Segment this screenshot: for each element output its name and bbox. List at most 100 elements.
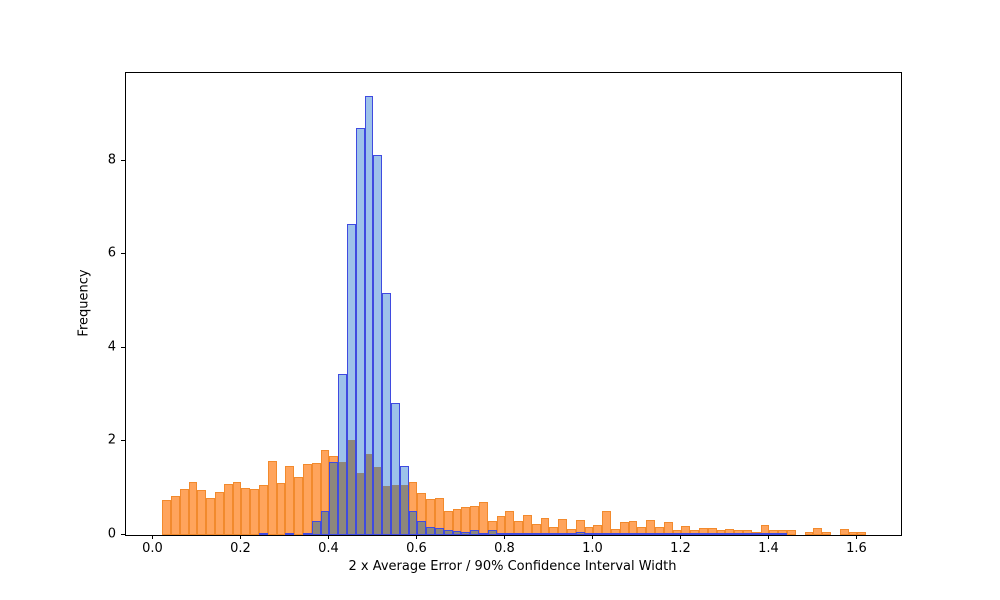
y-tick-label: 0 (107, 526, 116, 542)
histogram-bar-blue-outline (663, 533, 673, 535)
histogram-bar-blue-outline (655, 533, 664, 535)
histogram-bar-overlap (382, 486, 392, 535)
histogram-bar-blue-outline (461, 531, 471, 535)
histogram-bar-blue-outline (347, 224, 356, 535)
histogram-bar-blue-outline (417, 521, 427, 535)
histogram-bar-overlap (487, 530, 497, 535)
histogram-bar-blue-outline (602, 533, 612, 535)
histogram-bar-orange (162, 500, 172, 535)
y-tick-label: 4 (107, 339, 116, 355)
histogram-bar-orange (839, 529, 849, 535)
histogram-bar-blue-outline (452, 530, 462, 535)
histogram-bar-orange (303, 463, 312, 535)
histogram-bar-blue-outline (338, 373, 348, 535)
histogram-bar-blue-outline (505, 533, 515, 535)
histogram-bar-orange (232, 482, 242, 535)
histogram-bar-blue (355, 128, 365, 474)
histogram-bar-blue (338, 373, 348, 462)
histogram-bar-overlap (575, 531, 585, 535)
histogram-bar-overlap (443, 529, 453, 535)
x-axis-label: 2 x Average Error / 90% Confidence Inter… (348, 559, 677, 574)
histogram-bar-blue-outline (725, 533, 735, 535)
histogram-bar-overlap (355, 473, 365, 535)
histogram-bar-blue-outline (716, 533, 726, 535)
histogram-bar-orange (523, 514, 532, 535)
x-tick (768, 535, 770, 539)
x-tick-label: 1.6 (846, 541, 867, 556)
histogram-bar-overlap (391, 484, 400, 535)
histogram-bar-blue-outline (619, 533, 629, 535)
histogram-bar-blue-outline (699, 533, 708, 535)
histogram-bar-blue (399, 466, 409, 485)
histogram-bar-blue-outline (443, 529, 453, 535)
histogram-bar-orange (602, 510, 612, 535)
histogram-bar-blue-outline (743, 533, 752, 535)
x-tick-label: 0.8 (494, 541, 515, 556)
x-tick (592, 535, 594, 539)
y-axis-label: Frequency (76, 269, 92, 337)
histogram-bar-blue-outline (285, 533, 295, 535)
y-tick (121, 253, 125, 255)
histogram-bar-blue-outline (355, 128, 365, 535)
histogram-bar-blue-outline (575, 531, 585, 535)
x-tick-label: 1.0 (582, 541, 603, 556)
histogram-bar-blue-outline (707, 533, 717, 535)
histogram-bar-orange (259, 484, 268, 535)
histogram-bar-orange (813, 527, 823, 535)
histogram-bar-blue-outline (672, 533, 682, 535)
histogram-bar-blue-outline (734, 533, 744, 535)
histogram-bar-overlap (373, 467, 383, 535)
histogram-bar-overlap (320, 510, 330, 535)
histogram-bar-orange (171, 495, 180, 535)
histogram-bar-orange (848, 531, 858, 535)
histogram-bar-blue-outline (470, 530, 480, 535)
histogram-bar-blue-outline (303, 533, 312, 535)
histogram-bar-orange (285, 466, 295, 535)
histogram-bar-overlap (347, 440, 356, 535)
histogram-bar-blue-outline (391, 402, 400, 535)
histogram-bar-orange (276, 483, 286, 535)
histogram-bar-overlap (461, 531, 471, 535)
x-tick-label: 0.0 (142, 541, 163, 556)
x-tick (416, 535, 418, 539)
histogram-bar-blue-outline (523, 533, 532, 535)
histogram-bar-blue-outline (531, 533, 541, 535)
histogram-bar-blue-outline (399, 466, 409, 535)
plot-area (125, 72, 902, 536)
histogram-bar-blue-outline (364, 96, 374, 535)
histogram-bar-blue-outline (382, 293, 392, 535)
histogram-bar-blue-outline (311, 521, 321, 535)
y-tick-label: 8 (107, 152, 116, 168)
histogram-bar-blue-outline (329, 462, 339, 535)
histogram-bar-orange (479, 502, 488, 535)
histogram-bar-blue-outline (435, 528, 444, 535)
histogram-bar-orange (505, 510, 515, 535)
histogram-bar-blue (382, 293, 392, 487)
histogram-bar-blue-outline (426, 526, 436, 535)
histogram-bar-blue-outline (408, 510, 418, 535)
y-tick (121, 534, 125, 535)
histogram-bar-orange (804, 531, 814, 535)
histogram-bar-blue (364, 96, 374, 455)
y-tick (121, 440, 125, 442)
histogram-bar-blue-outline (259, 533, 268, 535)
y-tick (121, 159, 125, 161)
histogram-bar-blue-outline (769, 533, 779, 535)
histogram-bar-blue-outline (320, 510, 330, 535)
histogram-bar-overlap (452, 530, 462, 535)
x-tick-label: 1.4 (758, 541, 779, 556)
histogram-bar-orange (206, 498, 216, 535)
x-tick (680, 535, 682, 539)
histogram-bar-orange (294, 476, 304, 535)
histogram-bar-overlap (417, 521, 427, 535)
x-tick (240, 535, 242, 539)
histogram-bar-overlap (470, 530, 480, 535)
histogram-bar-blue (347, 224, 356, 441)
histogram-bar-blue-outline (549, 533, 559, 535)
histogram-bar-blue-outline (778, 533, 788, 535)
x-tick (856, 535, 858, 539)
x-tick (328, 535, 330, 539)
histogram-bar-blue-outline (496, 533, 506, 535)
y-tick-label: 6 (107, 245, 116, 261)
histogram-bar-overlap (426, 526, 436, 535)
